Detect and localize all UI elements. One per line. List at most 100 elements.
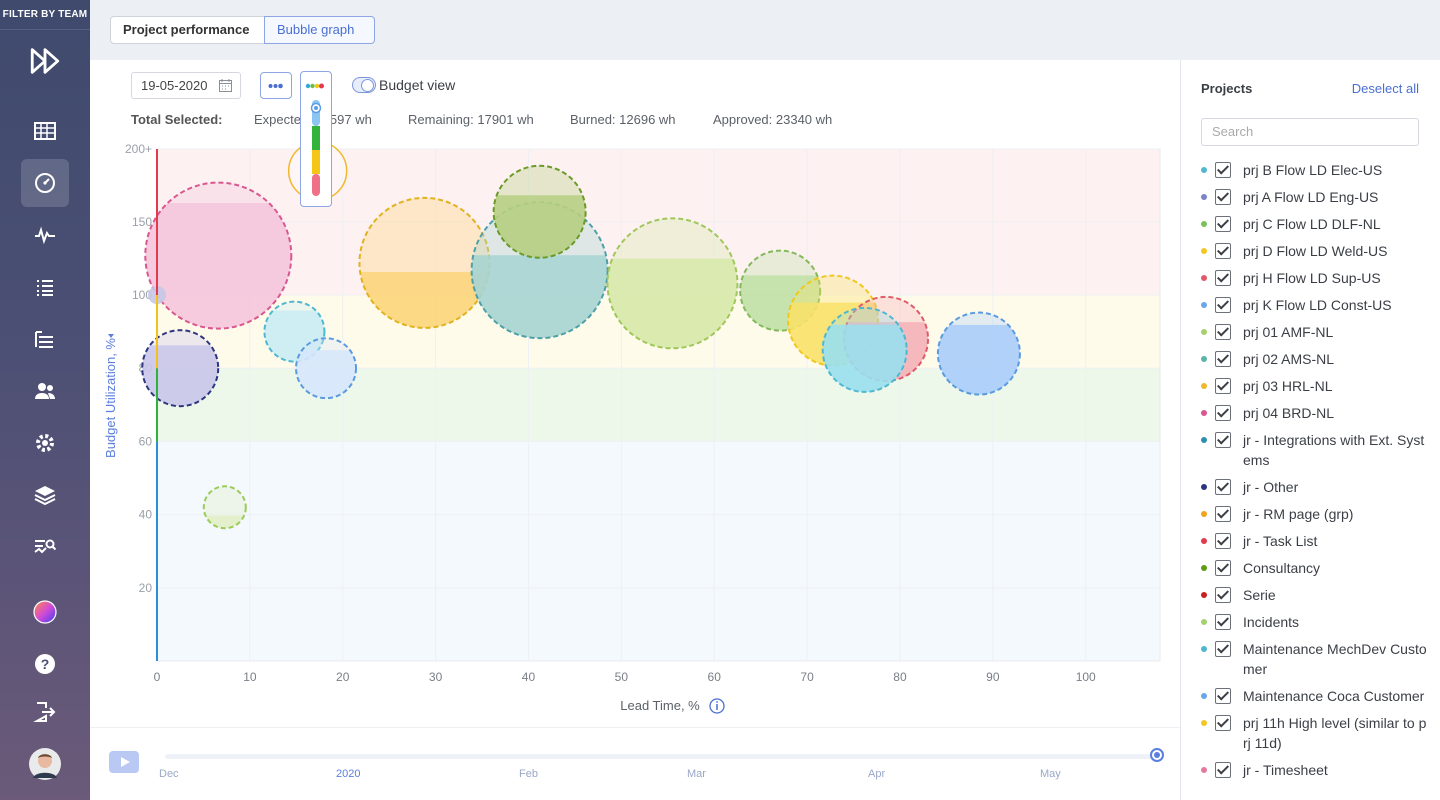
x-axis-label: Lead Time, % <box>620 698 700 713</box>
x-tick-label: 0 <box>154 670 161 684</box>
date-input[interactable]: 19-05-2020 <box>131 72 241 99</box>
bubble-outline <box>263 300 326 363</box>
timeline-handle[interactable] <box>1150 748 1164 762</box>
project-color-dot <box>1201 693 1207 699</box>
project-item[interactable]: Maintenance MechDev Customer <box>1199 639 1431 679</box>
chart-band <box>157 441 1160 661</box>
analytics-search-icon[interactable] <box>21 523 69 571</box>
project-item[interactable]: prj C Flow LD DLF-NL <box>1199 214 1431 234</box>
project-checkbox[interactable] <box>1215 351 1231 367</box>
bubble-graph-panel: 19-05-2020 Budget view Total Selected: E… <box>90 60 1180 800</box>
project-checkbox[interactable] <box>1215 189 1231 205</box>
project-checkbox[interactable] <box>1215 405 1231 421</box>
project-item[interactable]: prj 01 AMF-NL <box>1199 322 1431 342</box>
project-search-input[interactable]: Search <box>1201 118 1419 146</box>
budget-view-toggle[interactable] <box>352 77 376 93</box>
project-item[interactable]: prj 04 BRD-NL <box>1199 403 1431 423</box>
deselect-all-link[interactable]: Deselect all <box>1351 81 1419 96</box>
project-color-dot <box>1201 302 1207 308</box>
project-checkbox[interactable] <box>1215 533 1231 549</box>
list-icon[interactable] <box>21 263 69 311</box>
project-item[interactable]: prj 11h High level (similar to prj 11d) <box>1199 713 1431 753</box>
project-item[interactable]: jr - Integrations with Ext. Systems <box>1199 430 1431 470</box>
project-checkbox[interactable] <box>1215 479 1231 495</box>
help-icon[interactable]: ? <box>21 640 69 688</box>
bubble-outline <box>787 274 880 367</box>
project-checkbox[interactable] <box>1215 297 1231 313</box>
project-checkbox[interactable] <box>1215 243 1231 259</box>
project-item[interactable]: jr - Other <box>1199 477 1431 497</box>
tab-project-performance[interactable]: Project performance <box>110 16 265 44</box>
project-checkbox[interactable] <box>1215 324 1231 340</box>
project-color-dot <box>1201 194 1207 200</box>
project-item[interactable]: Maintenance Coca Customer <box>1199 686 1431 706</box>
project-checkbox[interactable] <box>1215 762 1231 778</box>
dashboard-icon[interactable] <box>21 159 69 207</box>
project-checkbox[interactable] <box>1215 614 1231 630</box>
project-item[interactable]: Consultancy <box>1199 558 1431 578</box>
color-scale-selector[interactable] <box>300 71 332 207</box>
x-tick-label: 80 <box>893 670 907 684</box>
activity-icon[interactable] <box>21 211 69 259</box>
project-item[interactable]: prj H Flow LD Sup-US <box>1199 268 1431 288</box>
project-item[interactable]: prj 03 HRL-NL <box>1199 376 1431 396</box>
avatar[interactable] <box>21 740 69 788</box>
dots-icon <box>268 83 283 88</box>
play-button[interactable] <box>109 751 139 773</box>
main-nav: FILTER BY TEAM ? <box>0 0 90 800</box>
burned-value: Burned: 12696 wh <box>570 112 676 127</box>
project-item[interactable]: Serie <box>1199 585 1431 605</box>
project-checkbox[interactable] <box>1215 641 1231 657</box>
project-checkbox[interactable] <box>1215 432 1231 448</box>
tasks-icon[interactable] <box>21 315 69 363</box>
project-item[interactable]: prj K Flow LD Const-US <box>1199 295 1431 315</box>
logout-icon[interactable] <box>21 688 69 736</box>
project-checkbox[interactable] <box>1215 506 1231 522</box>
brand-icon[interactable] <box>21 588 69 636</box>
project-checkbox[interactable] <box>1215 216 1231 232</box>
project-label: Consultancy <box>1243 560 1321 576</box>
x-tick-label: 70 <box>800 670 814 684</box>
timeline-track[interactable] <box>165 754 1155 759</box>
project-item[interactable]: Incidents <box>1199 612 1431 632</box>
calendar-icon[interactable] <box>219 79 232 92</box>
project-checkbox[interactable] <box>1215 688 1231 704</box>
project-label: jr - Other <box>1243 479 1299 495</box>
users-icon[interactable] <box>21 367 69 415</box>
project-color-dot <box>1201 720 1207 726</box>
timeline-label: Dec <box>159 768 179 780</box>
project-item[interactable]: prj 02 AMS-NL <box>1199 349 1431 369</box>
project-checkbox[interactable] <box>1215 270 1231 286</box>
topbar: Project performance Bubble graph <box>90 0 1440 60</box>
tab-bubble-graph[interactable]: Bubble graph <box>264 16 375 44</box>
timeline: Dec 2020 Feb Mar Apr May <box>90 727 1180 800</box>
project-checkbox[interactable] <box>1215 378 1231 394</box>
project-item[interactable]: jr - Task List <box>1199 531 1431 551</box>
layers-icon[interactable] <box>21 471 69 519</box>
bubble-chart: 010203040506070809010020406080100150200+… <box>103 141 1161 714</box>
project-checkbox[interactable] <box>1215 560 1231 576</box>
project-label: jr - Timesheet <box>1243 762 1328 778</box>
single-color-mode-button[interactable] <box>260 72 292 99</box>
grid-icon[interactable] <box>21 107 69 155</box>
project-label: jr - RM page (grp) <box>1243 506 1354 522</box>
bubble <box>821 306 908 393</box>
project-item[interactable]: prj B Flow LD Elec-US <box>1199 160 1431 180</box>
y-tick-label: 20 <box>139 581 153 595</box>
project-checkbox[interactable] <box>1215 587 1231 603</box>
project-label: Serie <box>1243 587 1276 603</box>
date-value: 19-05-2020 <box>141 78 208 93</box>
project-item[interactable]: prj A Flow LD Eng-US <box>1199 187 1431 207</box>
project-label: jr - Integrations with Ext. Systems <box>1243 432 1425 468</box>
project-checkbox[interactable] <box>1215 715 1231 731</box>
logo-icon[interactable] <box>21 37 69 85</box>
project-checkbox[interactable] <box>1215 162 1231 178</box>
project-item[interactable]: jr - RM page (grp) <box>1199 504 1431 524</box>
project-color-dot <box>1201 646 1207 652</box>
settings-icon[interactable] <box>21 419 69 467</box>
project-item[interactable]: prj D Flow LD Weld-US <box>1199 241 1431 261</box>
project-item[interactable]: jr - Timesheet <box>1199 760 1431 780</box>
project-color-dot <box>1201 484 1207 490</box>
filter-by-team[interactable]: FILTER BY TEAM <box>0 0 90 30</box>
total-selected-label: Total Selected: <box>131 112 223 127</box>
